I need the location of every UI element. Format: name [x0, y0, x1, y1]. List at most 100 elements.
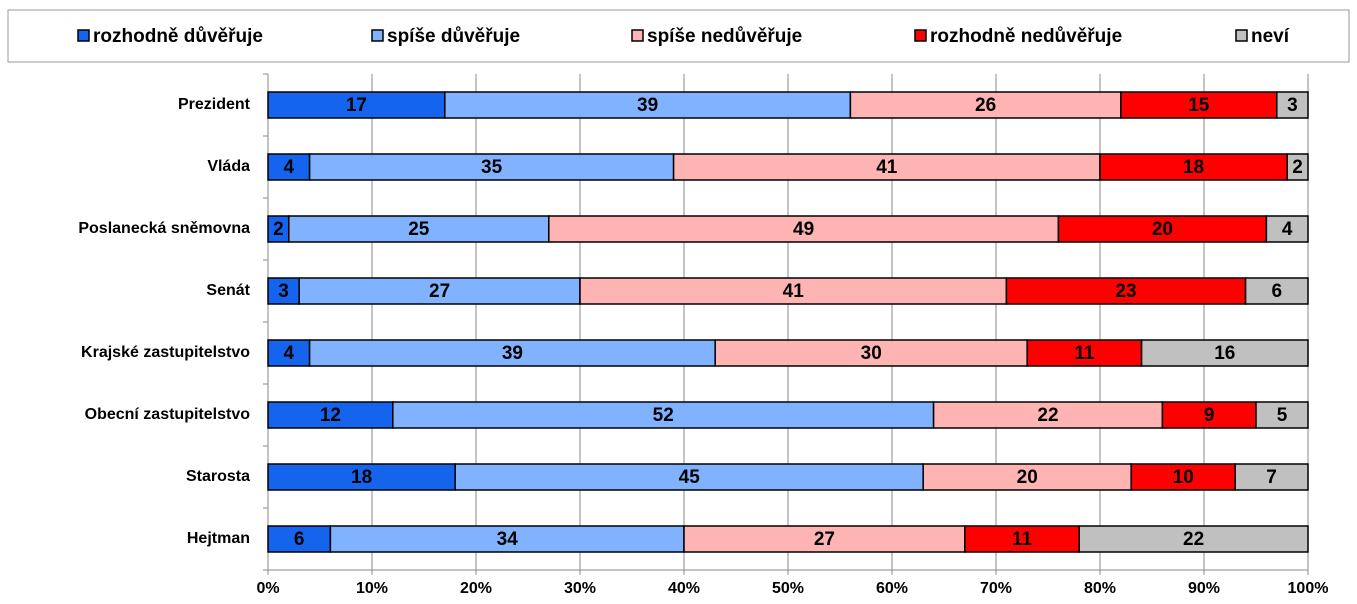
bar-segment — [1099, 153, 1288, 181]
data-label: 17 — [346, 95, 367, 116]
data-label: 22 — [1183, 529, 1204, 550]
bar-segment — [1140, 339, 1309, 367]
category-label: Obecní zastupitelstvo — [85, 406, 251, 423]
bar-segment — [548, 215, 1060, 243]
bar-segment — [267, 153, 311, 181]
legend-label: spíše důvěřuje — [387, 26, 520, 47]
bar-segment — [964, 525, 1080, 553]
data-label: 41 — [783, 281, 805, 302]
x-tick-label: 20% — [460, 580, 492, 597]
bar-segment — [1161, 401, 1257, 429]
x-tick-label: 80% — [1084, 580, 1116, 597]
bar-segment — [1130, 463, 1236, 491]
data-label: 3 — [1287, 95, 1298, 116]
bar-segment — [308, 153, 675, 181]
data-label: 34 — [497, 529, 519, 550]
legend-swatch — [371, 29, 384, 42]
data-label: 41 — [876, 157, 898, 178]
legend-label: spíše nedůvěřuje — [647, 26, 802, 47]
data-label: 35 — [481, 157, 503, 178]
x-tick-label: 30% — [564, 580, 596, 597]
bar-segment — [1120, 91, 1278, 119]
bar-segment — [922, 463, 1132, 491]
data-label: 49 — [793, 219, 814, 240]
data-label: 7 — [1266, 467, 1277, 488]
category-label: Poslanecká sněmovna — [78, 220, 250, 237]
data-label: 4 — [284, 157, 295, 178]
data-label: 5 — [1277, 405, 1288, 426]
bar-segment — [288, 215, 550, 243]
data-label: 39 — [637, 95, 658, 116]
x-tick-label: 100% — [1288, 580, 1329, 597]
data-label: 25 — [408, 219, 430, 240]
bar-segment — [298, 277, 581, 305]
data-label: 27 — [429, 281, 450, 302]
bar-segment — [1255, 401, 1309, 429]
legend-swatch — [914, 29, 927, 42]
data-label: 10 — [1173, 467, 1194, 488]
data-label: 3 — [278, 281, 289, 302]
data-label: 45 — [679, 467, 701, 488]
category-label: Vláda — [207, 158, 250, 175]
bar-segment — [392, 401, 935, 429]
legend-swatch — [1235, 29, 1248, 42]
bar-segment — [932, 401, 1164, 429]
category-label: Prezident — [178, 96, 251, 113]
bar-segment — [454, 463, 924, 491]
bar-segment — [714, 339, 1028, 367]
category-label: Senát — [206, 282, 250, 299]
bar-segment — [1286, 153, 1309, 181]
data-label: 12 — [320, 405, 341, 426]
data-label: 11 — [1074, 343, 1095, 364]
bar-segment — [683, 525, 966, 553]
bar-segment — [1078, 525, 1309, 553]
legend-swatch — [77, 29, 90, 42]
data-label: 2 — [1292, 157, 1303, 178]
bar-segment — [444, 91, 852, 119]
legend-label: rozhodně důvěřuje — [93, 26, 263, 47]
data-label: 39 — [502, 343, 523, 364]
data-label: 11 — [1012, 529, 1033, 550]
legend-label: rozhodně nedůvěřuje — [930, 26, 1122, 47]
data-label: 15 — [1188, 95, 1210, 116]
data-label: 22 — [1037, 405, 1058, 426]
bar-segment — [1234, 463, 1309, 491]
data-label: 20 — [1152, 219, 1173, 240]
bar-segment — [1265, 215, 1309, 243]
data-label: 16 — [1214, 343, 1235, 364]
data-label: 2 — [273, 219, 284, 240]
bar-segment — [267, 339, 311, 367]
bar-segment — [267, 401, 394, 429]
data-label: 4 — [1282, 219, 1293, 240]
legend-label: neví — [1251, 26, 1290, 47]
data-label: 27 — [814, 529, 835, 550]
bar-segment — [1244, 277, 1309, 305]
data-label: 4 — [284, 343, 295, 364]
data-label: 20 — [1017, 467, 1038, 488]
x-tick-label: 10% — [356, 580, 388, 597]
bar-segment — [1276, 91, 1309, 119]
category-label: Hejtman — [187, 530, 250, 547]
bar-segment — [1005, 277, 1247, 305]
x-tick-label: 60% — [876, 580, 908, 597]
x-tick-label: 40% — [668, 580, 700, 597]
x-tick-label: 90% — [1188, 580, 1220, 597]
x-tick-label: 50% — [772, 580, 804, 597]
data-label: 6 — [1272, 281, 1283, 302]
bar-segment — [1057, 215, 1268, 243]
legend-box — [7, 9, 1350, 63]
x-tick-label: 0% — [256, 580, 279, 597]
x-tick-label: 70% — [980, 580, 1012, 597]
data-label: 18 — [1183, 157, 1204, 178]
category-label: Starosta — [186, 468, 250, 485]
data-label: 18 — [351, 467, 372, 488]
bar-segment — [329, 525, 685, 553]
data-label: 6 — [294, 529, 305, 550]
legend-swatch — [631, 29, 644, 42]
category-label: Krajské zastupitelstvo — [81, 344, 250, 361]
data-label: 9 — [1204, 405, 1215, 426]
data-label: 23 — [1115, 281, 1136, 302]
data-label: 26 — [975, 95, 996, 116]
data-label: 30 — [861, 343, 882, 364]
